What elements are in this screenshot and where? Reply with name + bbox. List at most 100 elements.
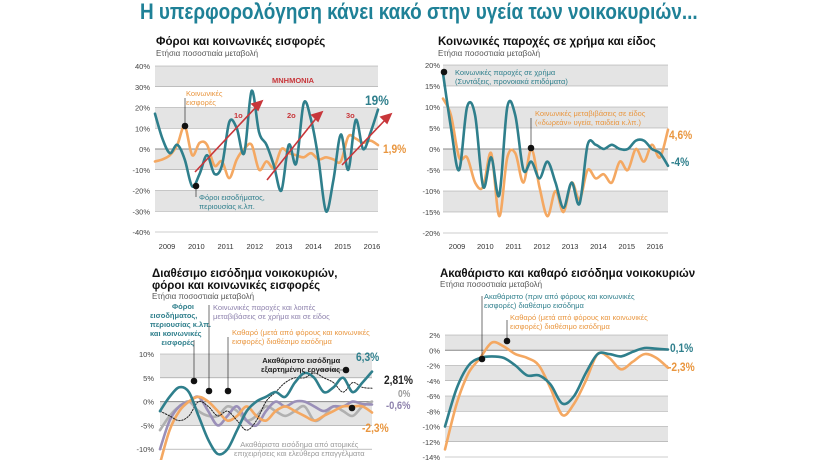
y-tick-label: -10% [422,423,440,432]
y-tick-label: -30% [132,207,150,216]
y-tick-label: 5% [143,374,154,383]
memorandum-arrows [194,99,393,181]
chart3-end-value-entrepreneurial: 0% [398,389,411,400]
x-tick-label: 2013 [562,242,579,251]
chart3-label-wages: Ακαθάριστο εισόδημα εξαρτημένης εργασίας [261,356,341,374]
y-tick-label: -20% [132,187,150,196]
memorandum-3-label: 3ο [346,111,355,120]
x-tick-label: 2009 [159,242,176,251]
chart1-title: Φόροι και κοινωνικές εισφορές [156,36,326,48]
y-tick-label: -8% [427,407,441,416]
x-tick-label: 2015 [618,242,635,251]
callout-markers [181,68,535,412]
x-tick-label: 2016 [364,242,381,251]
series-line-teal [153,89,380,213]
y-tick-label: -10% [422,187,440,196]
y-tick-label: -12% [422,438,440,447]
x-tick-label: 2015 [334,242,351,251]
y-tick-label: 10% [135,124,150,133]
y-tick-label: 0% [143,398,154,407]
y-tick-label: 0% [429,346,440,355]
chart3-end-value-wages: 2,81% [384,373,413,387]
y-tick-label: 0% [139,145,150,154]
chart4-label-net: Καθαρό (μετά από φόρους και κοινωνικές ε… [510,313,648,331]
chart3-label-entrepreneurial: Ακαθάριστα εισόδημα από ατομικές επιχειρ… [234,440,365,458]
y-tick-label: 15% [425,82,440,91]
chart3-end-value-benefits: -0,6% [386,400,411,412]
grid-band [443,149,668,170]
chart-taxes-contributions: 40% 30% 20% 10% 0% -10% -20% -30% -40% 2009 2010 20… [132,62,380,251]
y-tick-label: 20% [135,104,150,113]
x-tick-label: 2011 [506,242,522,251]
chart1-end-value-contributions: 1,9% [383,142,407,156]
chart2-label-cash-benefits: Κοινωνικές παροχές σε χρήμα (Συντάξεις, … [455,68,568,86]
arrow-head-icon [379,112,393,125]
grid-band [160,354,372,378]
series-line-orange [153,124,380,180]
chart-disposable-income-components: 10% 5% 0% -5% -10% [136,350,374,460]
x-tick-label: 2011 [218,242,234,251]
grid-band [155,190,378,212]
chart3-end-value-net-income: -2,3% [362,421,389,435]
x-tick-label: 2014 [305,242,322,251]
x-tick-label: 2010 [188,242,205,251]
chart3-subtitle: Ετήσια ποσοστιαία μεταβολή [152,292,255,301]
memorandum-label: ΜΝΗΜΟΝΙΑ [272,76,315,85]
chart-gross-net-income: 2% 0% -2% -4% -6% -8% -10% -12% -14% [422,331,670,460]
chart2-end-value-cash: -4% [671,155,690,169]
chart4-end-value-gross: 0,1% [670,341,694,355]
y-tick-label: 20% [425,61,440,70]
grid-band [155,107,378,129]
y-tick-label: -15% [422,208,440,217]
arrow-memorandum-3 [341,117,388,166]
grid-band [155,66,378,87]
y-tick-label: 30% [135,83,150,92]
chart3-title: Διαθέσιμο εισόδημα νοικοκυριών, φόροι κα… [152,268,338,292]
chart3-end-value-taxes: 6,3% [356,350,380,364]
x-tick-label: 2013 [276,242,293,251]
y-tick-label: -6% [427,392,441,401]
chart1-label-contributions: Κοινωνικές εισφορές [186,89,223,107]
y-tick-label: -20% [422,229,440,238]
series-line-orange [441,97,670,218]
chart3-label-benefits: Κοινωνικές παροχές και λοιπές μεταβιβάσε… [213,303,330,321]
y-tick-label: 40% [135,62,150,71]
chart2-label-in-kind-transfers: Κοινωνικές μεταβιβάσεις σε είδος («δωρεά… [535,109,646,127]
x-tick-label: 2010 [477,242,494,251]
chart2-title: Κοινωνικές παροχές σε χρήμα και είδος [438,36,656,48]
grid-band [443,107,668,128]
y-tick-label: 10% [425,103,440,112]
chart1-end-value-taxes: 19% [365,92,389,108]
grid-band [445,426,668,442]
chart1-subtitle: Ετήσια ποσοστιαία μεταβολή [156,49,259,58]
arrow-memorandum-1 [194,104,259,173]
chart2-subtitle: Ετήσια ποσοστιαία μεταβολή [438,49,541,58]
x-tick-label: 2016 [647,242,664,251]
chart4-title: Ακαθάριστο και καθαρό εισόδημα νοικοκυρι… [440,268,696,280]
grid-band [445,365,668,381]
arrow-head-icon [310,110,324,123]
chart4-subtitle: Ετήσια ποσοστιαία μεταβολή [440,280,543,289]
y-tick-label: -2% [427,362,441,371]
chart3-label-taxes: Φόροι εισοδήματος, περιουσίας κ.λπ. και … [150,302,212,347]
x-tick-label: 2009 [449,242,466,251]
chart3-label-net-income: Καθαρό (μετά από φόρους και κοινωνικές ε… [232,328,370,346]
arrow-memorandum-2 [266,115,319,181]
y-tick-label: -14% [422,453,440,460]
chart4-label-gross: Ακαθάριστο (πριν από φόρους και κοινωνικ… [484,292,635,310]
y-tick-label: 10% [139,350,154,359]
memorandum-1-label: 1ο [234,111,243,120]
y-tick-label: -5% [427,166,441,175]
y-tick-label: 5% [429,124,440,133]
grid-band [443,65,668,86]
y-tick-label: -40% [132,228,150,237]
chart4-end-value-net: -2,3% [668,360,695,374]
chart2-end-value-in-kind: 4,6% [669,128,693,142]
y-tick-label: -10% [136,445,154,454]
x-tick-label: 2012 [534,242,551,251]
y-tick-label: 2% [429,331,440,340]
page-title: Η υπερφορολόγηση κάνει κακό στην υγεία τ… [140,0,698,24]
x-tick-label: 2014 [590,242,607,251]
y-tick-label: -4% [427,377,441,386]
